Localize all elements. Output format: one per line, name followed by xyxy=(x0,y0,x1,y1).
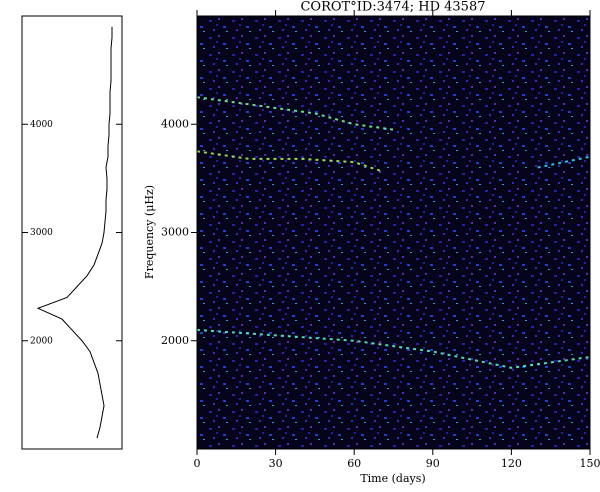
x-tick-label: 30 xyxy=(269,457,283,470)
y-tick-label: 4000 xyxy=(30,120,53,130)
y-tick-label: 2000 xyxy=(161,334,189,347)
plot-background xyxy=(197,16,590,449)
y-axis-label: Frequency (μHz) xyxy=(143,185,156,279)
x-tick-label: 120 xyxy=(501,457,522,470)
x-tick-label: 60 xyxy=(347,457,361,470)
y-tick-label: 4000 xyxy=(161,117,189,130)
x-tick-label: 0 xyxy=(194,457,201,470)
y-tick-label: 2000 xyxy=(30,336,53,346)
chart-title: COROT°ID:3474; HD 43587 xyxy=(300,0,485,15)
y-tick-label: 3000 xyxy=(161,226,189,239)
x-tick-label: 150 xyxy=(580,457,600,470)
x-tick-label: 90 xyxy=(426,457,440,470)
y-tick-label: 3000 xyxy=(30,228,53,238)
x-axis-label: Time (days) xyxy=(360,472,425,485)
